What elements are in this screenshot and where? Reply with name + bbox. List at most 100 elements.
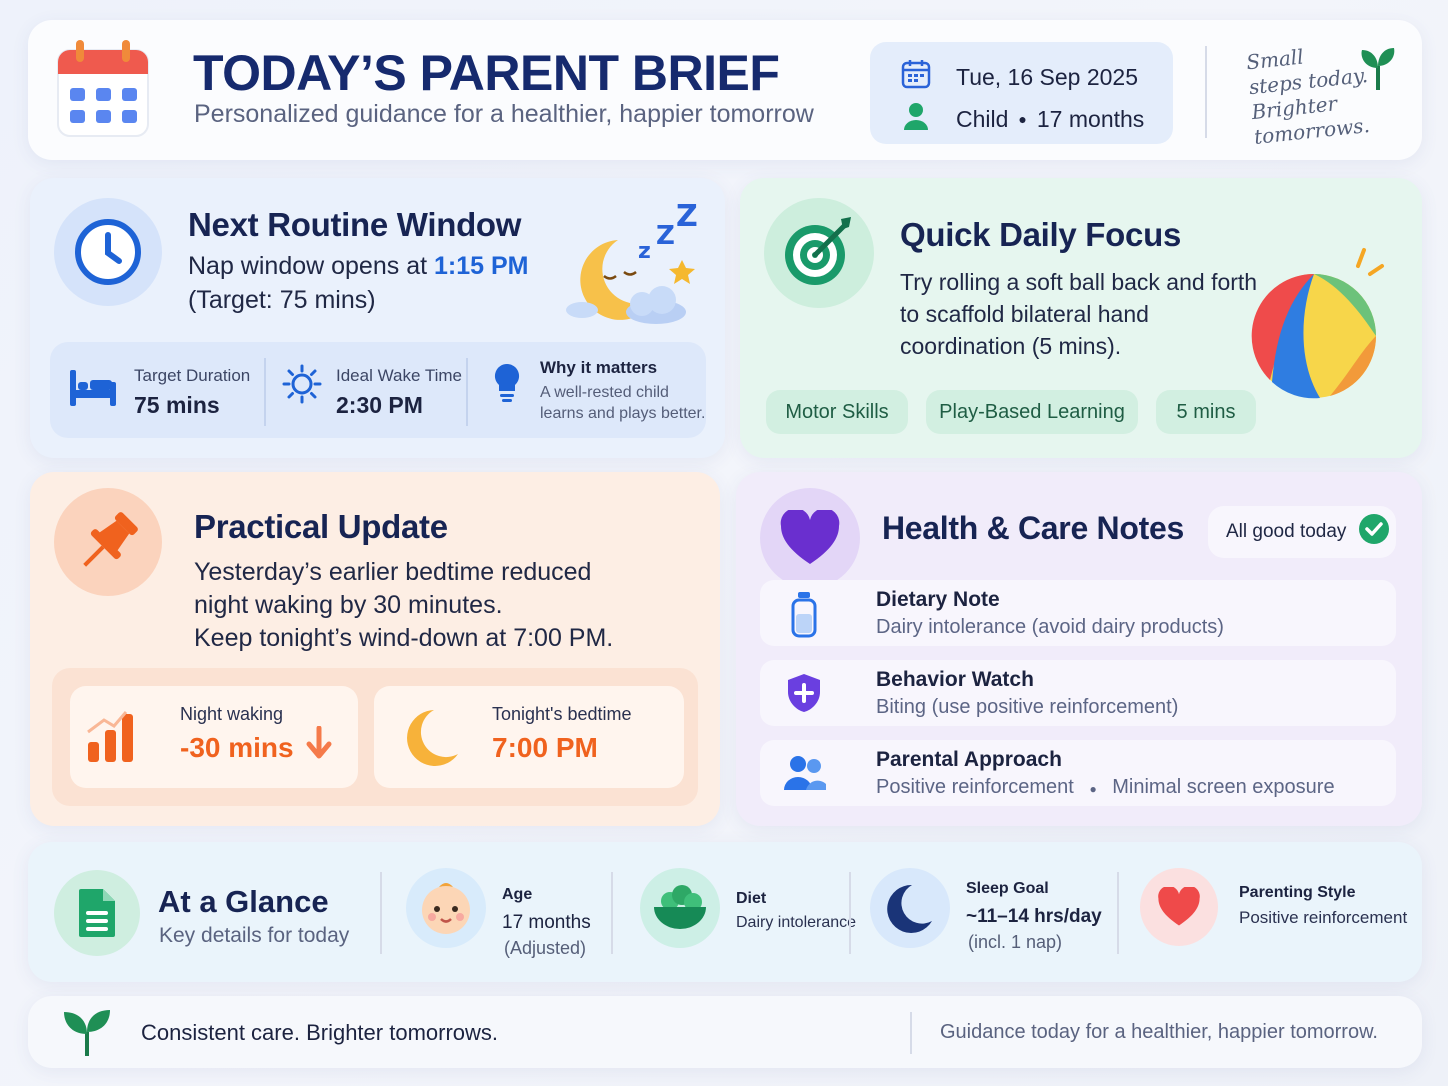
sun-icon bbox=[282, 364, 322, 409]
dot-separator: ● bbox=[1018, 111, 1027, 127]
glance-divider-1 bbox=[380, 872, 382, 954]
ball-icon bbox=[1250, 242, 1390, 407]
age-value: 17 months bbox=[502, 912, 591, 933]
child-label: Child bbox=[956, 105, 1009, 132]
age-label: Age bbox=[502, 886, 533, 903]
header-divider bbox=[1205, 46, 1207, 138]
tag-duration[interactable]: 5 mins bbox=[1156, 390, 1256, 434]
glance-divider-4 bbox=[1117, 872, 1119, 954]
health-card: Health & Care Notes All good today Dieta… bbox=[736, 472, 1422, 826]
focus-text: Try rolling a soft ball back and forth t… bbox=[900, 266, 1257, 362]
night-waking-value: -30 mins bbox=[180, 732, 294, 763]
focus-line-3: coordination (5 mins). bbox=[900, 333, 1122, 359]
diet-value: Dairy intolerance bbox=[736, 914, 857, 931]
routine-line-1: Nap window opens at 1:15 PM bbox=[188, 250, 528, 283]
footer-right-text: Guidance today for a healthier, happier … bbox=[939, 1021, 1378, 1043]
pin-icon bbox=[54, 488, 162, 596]
sleep-value: ~11–14 hrs/day bbox=[966, 906, 1102, 927]
bed-icon bbox=[68, 368, 118, 413]
target-icon bbox=[764, 198, 874, 308]
nap-time: 1:15 PM bbox=[433, 252, 529, 280]
focus-card: Quick Daily Focus Try rolling a soft bal… bbox=[740, 178, 1422, 458]
page-subtitle: Personalized guidance for a healthier, h… bbox=[194, 100, 814, 128]
child-icon bbox=[900, 100, 956, 138]
practical-title: Practical Update bbox=[194, 508, 448, 545]
health-title: Health & Care Notes bbox=[882, 510, 1184, 546]
practical-card: Practical Update Yesterday’s earlier bed… bbox=[30, 472, 720, 826]
lightbulb-icon bbox=[492, 362, 522, 409]
practical-line-3: Keep tonight’s wind-down at 7:00 PM. bbox=[194, 624, 614, 652]
bar-chart-icon bbox=[86, 708, 136, 769]
focus-title: Quick Daily Focus bbox=[900, 216, 1181, 253]
bedtime-tile: Tonight's bedtime 7:00 PM bbox=[374, 686, 684, 788]
sleep-label: Sleep Goal bbox=[966, 880, 1049, 897]
sprout-icon bbox=[1358, 46, 1398, 95]
bedtime-value: 7:00 PM bbox=[492, 732, 598, 763]
bottle-icon bbox=[790, 590, 818, 643]
down-arrow-icon bbox=[306, 725, 332, 765]
focus-line-2: to scaffold bilateral hand bbox=[900, 301, 1149, 327]
status-badge: All good today bbox=[1208, 506, 1396, 558]
note-behavior-detail: Biting (use positive reinforcement) bbox=[876, 696, 1179, 718]
footer-divider bbox=[910, 1012, 912, 1054]
routine-line-2: (Target: 75 mins) bbox=[188, 286, 376, 314]
note-dietary-title: Dietary Note bbox=[876, 588, 1000, 611]
note-parental: Parental Approach Positive reinforcement… bbox=[760, 740, 1396, 806]
age-sub: (Adjusted) bbox=[504, 938, 587, 958]
calendar-icon bbox=[56, 40, 152, 145]
detail-dot: ● bbox=[1089, 782, 1097, 796]
check-icon bbox=[1358, 513, 1390, 551]
practical-stats-row: Night waking -30 mins Tonight's bedtime … bbox=[52, 668, 698, 806]
focus-line-1: Try rolling a soft ball back and forth bbox=[900, 269, 1258, 295]
target-duration-value: 75 mins bbox=[134, 392, 220, 418]
status-text: All good today bbox=[1226, 521, 1347, 542]
glance-subtitle: Key details for today bbox=[159, 924, 350, 947]
moon-icon bbox=[400, 706, 460, 775]
tag-motor-skills[interactable]: Motor Skills bbox=[766, 390, 908, 434]
sleeping-moon-icon: z Z Z bbox=[552, 199, 702, 335]
baby-icon bbox=[406, 868, 486, 948]
practical-text: Yesterday’s earlier bedtime reduced nigh… bbox=[194, 556, 613, 655]
people-icon bbox=[784, 754, 826, 797]
stats-divider-2 bbox=[466, 358, 468, 426]
stats-divider-1 bbox=[264, 358, 266, 426]
date-child-box: Tue, 16 Sep 2025 Child ● 17 months bbox=[870, 42, 1173, 144]
wake-time-label: Ideal Wake Time bbox=[336, 366, 462, 385]
shield-icon bbox=[786, 672, 822, 719]
parental-detail-a: Positive reinforcement bbox=[876, 776, 1074, 798]
note-behavior: Behavior Watch Biting (use positive rein… bbox=[760, 660, 1396, 726]
routine-card: Next Routine Window Nap window opens at … bbox=[30, 178, 725, 458]
sleep-moon-icon bbox=[870, 868, 950, 948]
practical-line-1: Yesterday’s earlier bedtime reduced bbox=[194, 558, 592, 586]
current-date: Tue, 16 Sep 2025 bbox=[956, 63, 1139, 90]
why-line-2: learns and plays better. bbox=[540, 405, 706, 422]
glance-card: At a Glance Key details for today Age 17… bbox=[28, 842, 1422, 982]
night-waking-label: Night waking bbox=[180, 704, 284, 724]
svg-text:Z: Z bbox=[676, 200, 698, 234]
parenting-heart-icon bbox=[1140, 868, 1218, 946]
footer-left-text: Consistent care. Brighter tomorrows. bbox=[141, 1020, 499, 1045]
salad-bowl-icon bbox=[640, 868, 720, 948]
routine-stats-row: Target Duration 75 mins Ideal Wake Time … bbox=[50, 342, 706, 438]
practical-line-2: night waking by 30 minutes. bbox=[194, 591, 503, 619]
bedtime-label: Tonight's bedtime bbox=[492, 704, 632, 724]
clock-icon bbox=[54, 198, 162, 306]
wake-time-value: 2:30 PM bbox=[336, 392, 423, 418]
note-behavior-title: Behavior Watch bbox=[876, 668, 1034, 691]
tag-play-based-learning[interactable]: Play-Based Learning bbox=[926, 390, 1138, 434]
style-value: Positive reinforcement bbox=[1239, 908, 1408, 927]
footer-sprout-icon bbox=[62, 1008, 112, 1061]
note-parental-title: Parental Approach bbox=[876, 748, 1062, 771]
routine-line-1-text: Nap window opens at bbox=[188, 252, 434, 280]
glance-title: At a Glance bbox=[158, 884, 329, 919]
diet-label: Diet bbox=[736, 890, 767, 907]
header-card: TODAY’S PARENT BRIEF Personalized guidan… bbox=[28, 20, 1422, 160]
svg-text:Z: Z bbox=[656, 221, 675, 251]
routine-title: Next Routine Window bbox=[188, 206, 522, 243]
glance-divider-3 bbox=[849, 872, 851, 954]
child-age: 17 months bbox=[1036, 105, 1145, 132]
calendar-small-icon bbox=[900, 58, 956, 96]
note-dietary-detail: Dairy intolerance (avoid dairy products) bbox=[876, 616, 1224, 638]
why-title: Why it matters bbox=[540, 358, 658, 377]
svg-text:z: z bbox=[638, 239, 651, 264]
